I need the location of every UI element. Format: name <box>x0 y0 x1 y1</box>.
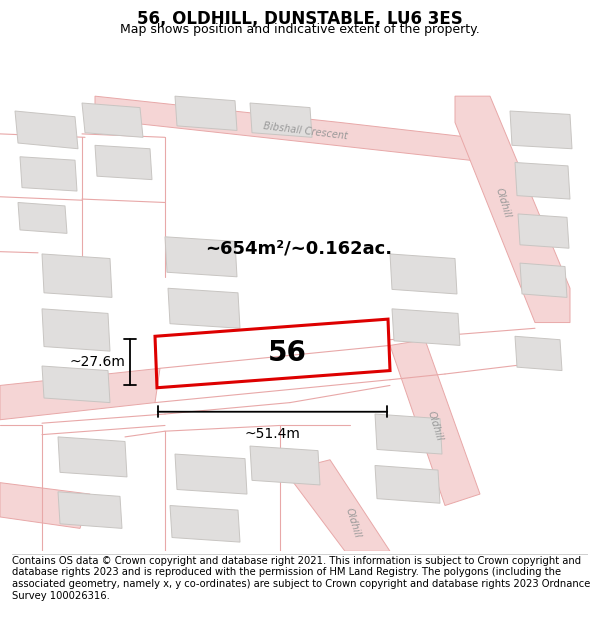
Polygon shape <box>95 96 490 162</box>
Text: 56: 56 <box>268 339 307 367</box>
Polygon shape <box>42 309 110 351</box>
Polygon shape <box>175 454 247 494</box>
Polygon shape <box>390 340 480 506</box>
Polygon shape <box>515 336 562 371</box>
Text: Oldhill: Oldhill <box>344 506 362 539</box>
Polygon shape <box>390 254 457 294</box>
Text: Map shows position and indicative extent of the property.: Map shows position and indicative extent… <box>120 23 480 36</box>
Polygon shape <box>58 492 122 528</box>
Polygon shape <box>250 446 320 485</box>
Polygon shape <box>375 414 442 454</box>
Polygon shape <box>168 288 240 328</box>
Polygon shape <box>0 482 90 528</box>
Polygon shape <box>250 103 312 138</box>
Text: 56, OLDHILL, DUNSTABLE, LU6 3ES: 56, OLDHILL, DUNSTABLE, LU6 3ES <box>137 9 463 28</box>
Polygon shape <box>392 309 460 346</box>
Polygon shape <box>455 96 570 322</box>
Polygon shape <box>0 368 160 420</box>
Polygon shape <box>165 237 237 277</box>
Polygon shape <box>95 146 152 179</box>
Polygon shape <box>285 460 390 551</box>
Text: ~51.4m: ~51.4m <box>245 427 301 441</box>
Polygon shape <box>175 96 237 131</box>
Polygon shape <box>15 111 78 149</box>
Text: ~27.6m: ~27.6m <box>69 355 125 369</box>
Text: Bibshall Crescent: Bibshall Crescent <box>262 121 348 142</box>
Text: ~654m²/~0.162ac.: ~654m²/~0.162ac. <box>205 239 392 258</box>
Polygon shape <box>518 214 569 248</box>
Polygon shape <box>82 103 143 138</box>
Polygon shape <box>520 263 567 298</box>
Polygon shape <box>18 202 67 233</box>
Polygon shape <box>375 466 440 503</box>
Polygon shape <box>58 437 127 477</box>
Polygon shape <box>515 162 570 199</box>
Polygon shape <box>42 366 110 403</box>
Polygon shape <box>20 157 77 191</box>
Polygon shape <box>510 111 572 149</box>
Polygon shape <box>170 506 240 542</box>
Text: Oldhill: Oldhill <box>494 186 512 219</box>
Text: Oldhill: Oldhill <box>425 409 445 442</box>
Polygon shape <box>42 254 112 298</box>
Text: Contains OS data © Crown copyright and database right 2021. This information is : Contains OS data © Crown copyright and d… <box>12 556 590 601</box>
